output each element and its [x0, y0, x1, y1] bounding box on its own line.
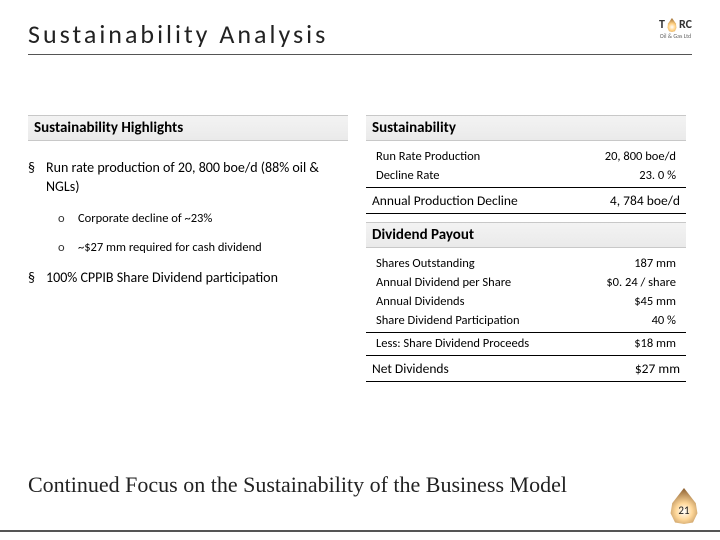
table-row: Shares Outstanding 187 mm: [366, 254, 686, 273]
row-value: 23. 0 %: [639, 168, 676, 183]
row-label: Annual Dividend per Share: [376, 275, 511, 290]
row-label: Annual Production Decline: [372, 192, 518, 209]
bullet-list: § Run rate production of 20, 800 boe/d (…: [28, 159, 348, 288]
bullet-level2: o Corporate decline of ~23%: [58, 211, 348, 226]
slide: Sustainability Analysis T RC Oil & Gas L…: [0, 0, 720, 540]
bullet-text: Corporate decline of ~23%: [78, 211, 348, 226]
table-row: Annual Dividend per Share $0. 24 / share: [366, 273, 686, 292]
dividend-header: Dividend Payout: [366, 222, 686, 248]
title-bar: Sustainability Analysis T RC Oil & Gas L…: [28, 18, 692, 55]
bullet-text: 100% CPPIB Share Dividend participation: [46, 269, 348, 288]
square-bullet-icon: §: [28, 159, 46, 197]
row-value: 187 mm: [634, 256, 676, 271]
left-column: Sustainability Highlights § Run rate pro…: [28, 115, 348, 390]
bullet-text: Run rate production of 20, 800 boe/d (88…: [46, 159, 348, 197]
row-label: Shares Outstanding: [376, 256, 475, 271]
row-value: 40 %: [652, 313, 676, 328]
row-value: $45 mm: [634, 294, 676, 309]
table-total-row: Annual Production Decline 4, 784 boe/d: [366, 187, 686, 214]
row-value: $27 mm: [635, 360, 680, 377]
right-column: Sustainability Run Rate Production 20, 8…: [366, 115, 686, 390]
dividend-table: Shares Outstanding 187 mm Annual Dividen…: [366, 248, 686, 382]
bullet-level1: § 100% CPPIB Share Dividend participatio…: [28, 269, 348, 288]
row-value: 4, 784 boe/d: [610, 192, 680, 209]
row-value: $18 mm: [634, 336, 676, 351]
page-title: Sustainability Analysis: [28, 18, 328, 50]
logo-letter-rc: RC: [679, 18, 692, 32]
row-label: Annual Dividends: [376, 294, 465, 309]
logo-subtitle: Oil & Gas Ltd: [659, 32, 692, 40]
bullet-level1: § Run rate production of 20, 800 boe/d (…: [28, 159, 348, 197]
row-label: Share Dividend Participation: [376, 313, 520, 328]
row-label: Decline Rate: [376, 168, 439, 183]
row-value: $0. 24 / share: [606, 275, 676, 290]
square-bullet-icon: §: [28, 269, 46, 288]
footer-statement: Continued Focus on the Sustainability of…: [28, 472, 567, 498]
row-label: Run Rate Production: [376, 149, 480, 164]
table-less-row: Less: Share Dividend Proceeds $18 mm: [366, 332, 686, 353]
table-row: Run Rate Production 20, 800 boe/d: [366, 147, 686, 166]
table-row: Annual Dividends $45 mm: [366, 292, 686, 311]
row-label: Less: Share Dividend Proceeds: [376, 336, 529, 351]
content-area: Sustainability Highlights § Run rate pro…: [28, 115, 692, 390]
sustainability-header: Sustainability: [366, 115, 686, 141]
bullet-level2: o ~$27 mm required for cash dividend: [58, 240, 348, 255]
droplet-icon: [667, 18, 677, 32]
row-label: Net Dividends: [372, 360, 449, 377]
circle-bullet-icon: o: [58, 211, 78, 226]
bullet-text: ~$27 mm required for cash dividend: [78, 240, 348, 255]
bottom-rule: [0, 530, 720, 532]
circle-bullet-icon: o: [58, 240, 78, 255]
logo: T RC Oil & Gas Ltd: [659, 18, 692, 40]
page-number-badge: 21: [670, 488, 698, 524]
row-value: 20, 800 boe/d: [605, 149, 676, 164]
logo-letter-t: T: [659, 18, 665, 32]
sustainability-table: Run Rate Production 20, 800 boe/d Declin…: [366, 141, 686, 214]
page-number: 21: [670, 504, 698, 517]
table-row: Decline Rate 23. 0 %: [366, 166, 686, 185]
table-row: Share Dividend Participation 40 %: [366, 311, 686, 330]
highlights-header: Sustainability Highlights: [28, 115, 348, 141]
table-total-row: Net Dividends $27 mm: [366, 355, 686, 382]
